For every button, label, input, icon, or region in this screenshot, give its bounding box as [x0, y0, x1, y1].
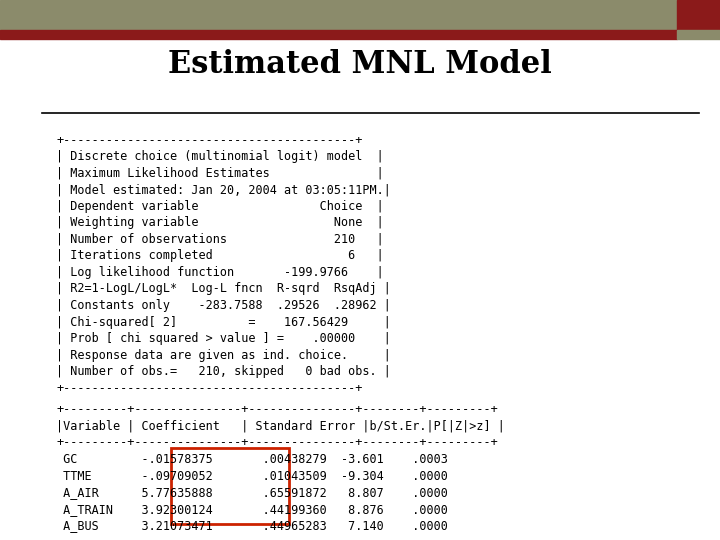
- Text: |Variable | Coefficient   | Standard Error |b/St.Er.|P[|Z|>z] |: |Variable | Coefficient | Standard Error…: [56, 420, 505, 433]
- Text: | Response data are given as ind. choice.     |: | Response data are given as ind. choice…: [56, 349, 391, 362]
- Text: | Chi-squared[ 2]          =    167.56429     |: | Chi-squared[ 2] = 167.56429 |: [56, 315, 391, 328]
- Text: TTME       -.09709052       .01043509  -9.304    .0000: TTME -.09709052 .01043509 -9.304 .0000: [56, 469, 449, 483]
- Text: | Model estimated: Jan 20, 2004 at 03:05:11PM.|: | Model estimated: Jan 20, 2004 at 03:05…: [56, 183, 391, 196]
- Text: | Weighting variable                   None  |: | Weighting variable None |: [56, 217, 384, 230]
- Text: | Constants only    -283.7588  .29526  .28962 |: | Constants only -283.7588 .29526 .28962…: [56, 299, 391, 312]
- Text: +-----------------------------------------+: +---------------------------------------…: [56, 133, 363, 146]
- Text: Estimated MNL Model: Estimated MNL Model: [168, 49, 552, 80]
- Text: GC         -.01578375       .00438279  -3.601    .0003: GC -.01578375 .00438279 -3.601 .0003: [56, 453, 449, 466]
- Text: | Iterations completed                   6   |: | Iterations completed 6 |: [56, 249, 384, 262]
- Text: | Log likelihood function       -199.9766    |: | Log likelihood function -199.9766 |: [56, 266, 384, 279]
- Text: A_TRAIN    3.92300124       .44199360   8.876    .0000: A_TRAIN 3.92300124 .44199360 8.876 .0000: [56, 503, 449, 516]
- Text: | Prob [ chi squared > value ] =    .00000    |: | Prob [ chi squared > value ] = .00000 …: [56, 332, 391, 345]
- Text: | Number of observations               210   |: | Number of observations 210 |: [56, 233, 384, 246]
- Text: +-----------------------------------------+: +---------------------------------------…: [56, 382, 363, 395]
- Text: +---------+---------------+---------------+--------+---------+: +---------+---------------+-------------…: [56, 436, 498, 449]
- Text: | Maximum Likelihood Estimates               |: | Maximum Likelihood Estimates |: [56, 167, 384, 180]
- Text: A_AIR      5.77635888       .65591872   8.807    .0000: A_AIR 5.77635888 .65591872 8.807 .0000: [56, 486, 449, 499]
- Text: | Number of obs.=   210, skipped   0 bad obs. |: | Number of obs.= 210, skipped 0 bad obs…: [56, 365, 391, 378]
- Text: +---------+---------------+---------------+--------+---------+: +---------+---------------+-------------…: [56, 403, 498, 416]
- Text: | Dependent variable                 Choice  |: | Dependent variable Choice |: [56, 200, 384, 213]
- Text: | Discrete choice (multinomial logit) model  |: | Discrete choice (multinomial logit) mo…: [56, 150, 384, 163]
- Text: | R2=1-LogL/LogL*  Log-L fncn  R-sqrd  RsqAdj |: | R2=1-LogL/LogL* Log-L fncn R-sqrd RsqA…: [56, 282, 391, 295]
- Text: A_BUS      3.21073471       .44965283   7.140    .0000: A_BUS 3.21073471 .44965283 7.140 .0000: [56, 519, 449, 532]
